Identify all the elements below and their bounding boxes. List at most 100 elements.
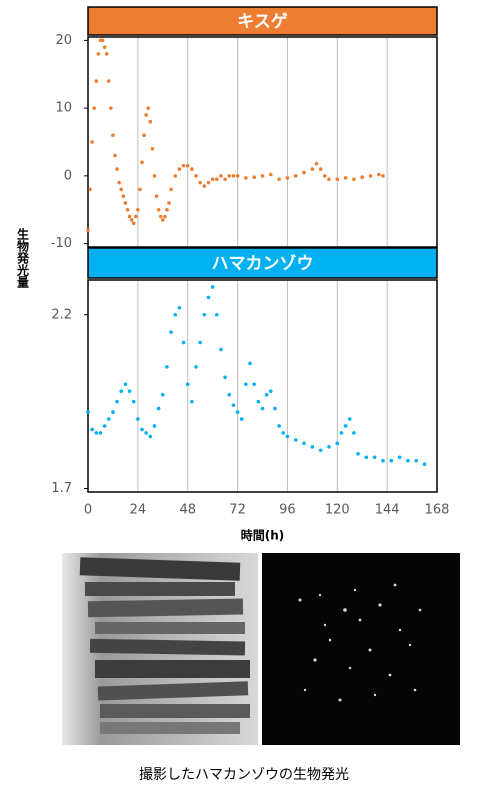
point [90,427,94,432]
point [339,431,344,435]
point [152,174,157,178]
point [310,445,315,449]
point [381,174,385,178]
point [121,194,126,198]
point [269,172,273,177]
point [173,312,178,317]
point [177,306,182,310]
y-tick-label: 0 [64,168,72,183]
point [86,228,90,232]
point [277,177,281,182]
point [194,174,198,178]
point [190,167,194,171]
point [327,177,331,182]
point [214,312,219,317]
x-tick-label: 120 [325,503,350,518]
x-tick-label: 24 [130,503,147,518]
x-tick-label: 48 [179,503,196,518]
point [422,462,427,466]
point [210,285,215,289]
point [285,434,290,439]
point [181,340,186,345]
point [185,382,190,387]
point [140,160,144,165]
point [148,434,153,439]
x-tick-label: 144 [375,503,400,518]
y-tick-label: 1.7 [51,481,72,496]
point [360,175,365,180]
point [264,392,269,397]
point [123,201,128,205]
point [202,312,207,317]
plot-frame [87,279,438,493]
point [106,417,111,421]
point [111,410,115,414]
point [173,174,178,178]
point [389,458,394,463]
point [144,113,148,117]
point [352,177,356,182]
point [335,441,340,446]
panel-header [87,247,438,279]
point [119,187,124,192]
x-tick-label: 96 [279,503,296,518]
photo-left [62,553,258,745]
y-tick-label: 2.2 [51,307,72,322]
point [163,214,167,219]
point [160,218,165,222]
point [144,431,148,435]
point [223,177,227,182]
point [323,174,327,178]
point [154,194,159,198]
point [302,441,306,446]
point [104,52,109,56]
point [156,207,161,212]
point [372,455,377,460]
point [277,424,281,428]
point [343,424,348,428]
point [377,172,381,177]
point [167,201,171,205]
point [133,214,138,219]
point [235,410,240,414]
point [260,406,265,411]
point [293,174,298,178]
point [131,399,136,404]
point [119,389,124,394]
point [109,106,113,110]
point [318,448,323,453]
point [223,375,227,380]
point [127,389,132,394]
point [115,399,119,404]
point [397,455,402,460]
panel-header [87,6,438,36]
point [244,176,248,180]
point [194,365,198,369]
point [111,133,115,138]
point [252,175,256,180]
point [158,214,163,219]
point [177,167,182,171]
point [98,431,103,435]
point [127,214,132,219]
point [96,52,101,56]
point [335,177,340,182]
point [129,218,134,222]
point [100,38,105,43]
point [285,176,290,180]
x-tick-label: 72 [229,503,246,518]
point [198,180,202,185]
x-tick-label: 168 [425,503,450,518]
point [136,207,140,212]
point [368,174,373,178]
plot-frame [87,36,438,248]
point [219,174,223,178]
point [347,417,352,421]
point [206,295,211,300]
point [169,187,173,192]
point [102,424,107,428]
point [227,392,232,397]
point [269,389,273,394]
y-tick-label: 20 [55,33,72,48]
